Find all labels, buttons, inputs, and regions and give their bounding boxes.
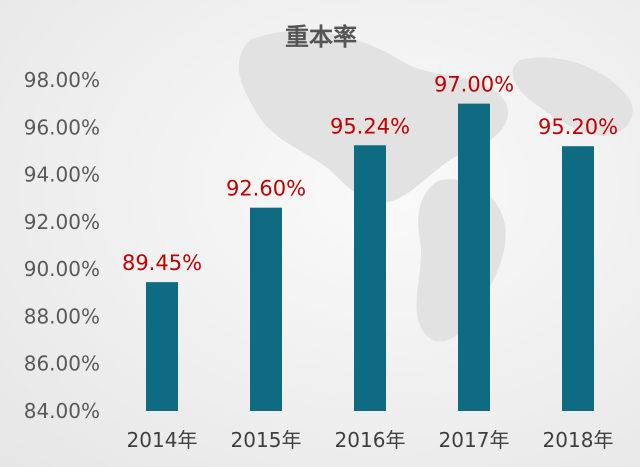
data-label: 97.00% [434, 73, 514, 97]
bar-2015年 [250, 207, 282, 411]
bar-2018年 [562, 146, 594, 411]
y-tick-label: 94.00% [24, 163, 100, 187]
bar-2016年 [354, 145, 386, 412]
data-labels-group: 89.45% 92.60% 95.24% 97.00% 95.20% [122, 73, 618, 276]
data-label: 92.60% [226, 177, 306, 201]
bar-2017年 [458, 103, 490, 412]
y-tick-label: 84.00% [24, 399, 100, 423]
data-label: 95.24% [330, 114, 410, 138]
bar-2014年 [146, 282, 178, 411]
y-tick-label: 90.00% [24, 257, 100, 281]
x-category-label: 2014年 [127, 428, 198, 452]
y-tick-label: 92.00% [24, 210, 100, 234]
x-category-label: 2016年 [335, 428, 406, 452]
x-category-label: 2017年 [439, 428, 510, 452]
y-axis: 84.00% 86.00% 88.00% 90.00% 92.00% 94.00% 96.0… [24, 68, 100, 423]
y-tick-label: 86.00% [24, 352, 100, 376]
chart-title: 重本率 [285, 23, 357, 51]
bars-group [146, 103, 594, 412]
x-category-label: 2015年 [231, 428, 302, 452]
x-category-label: 2018年 [543, 428, 614, 452]
data-label: 95.20% [538, 115, 618, 139]
data-label: 89.45% [122, 251, 202, 275]
y-tick-label: 96.00% [24, 115, 100, 139]
y-tick-label: 88.00% [24, 304, 100, 328]
y-tick-label: 98.00% [24, 68, 100, 92]
x-axis: 2014年 2015年 2016年 2017年 2018年 [127, 428, 614, 452]
